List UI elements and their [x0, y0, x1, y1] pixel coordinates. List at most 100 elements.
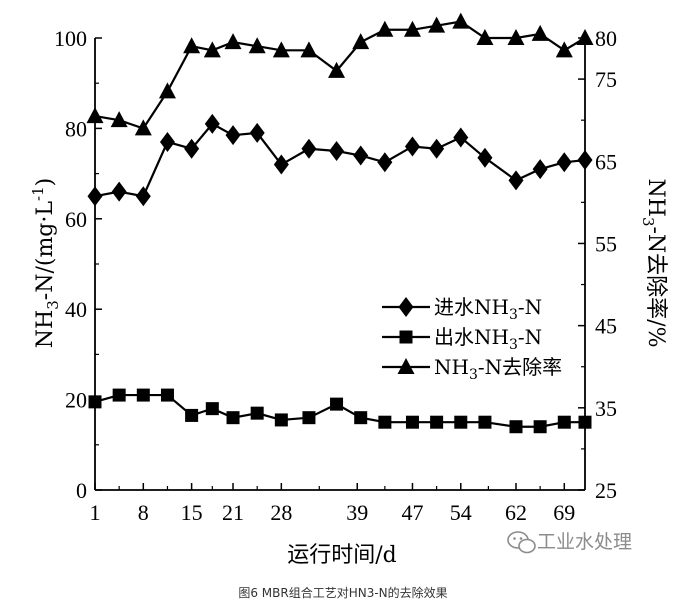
y-left-tick-label: 0	[76, 478, 87, 503]
legend-label: NH3-N去除率	[434, 355, 562, 383]
x-tick-label: 21	[222, 500, 244, 525]
data-point-diamond	[204, 113, 220, 134]
legend-label: 出水NH3-N	[434, 325, 542, 353]
data-point-diamond	[273, 154, 289, 175]
data-point-diamond	[225, 125, 241, 146]
data-point-diamond	[249, 122, 265, 143]
data-point-square	[478, 415, 492, 429]
data-point-square	[250, 406, 264, 420]
data-point-square	[226, 411, 240, 425]
y-right-tick-label: 35	[595, 396, 617, 421]
data-point-diamond	[135, 186, 151, 207]
y-left-tick-label: 100	[54, 26, 87, 51]
data-point-square	[354, 411, 368, 425]
x-tick-label: 28	[270, 500, 292, 525]
y-axis-left-title: NH3-N/(mg·L-1)	[29, 178, 62, 348]
data-point-triangle	[352, 33, 370, 50]
x-tick-label: 8	[138, 500, 149, 525]
data-point-square	[430, 415, 444, 429]
y-right-tick-label: 75	[595, 67, 617, 92]
data-point-triangle	[203, 41, 221, 58]
data-point-square	[509, 420, 523, 434]
data-point-triangle	[224, 33, 242, 50]
series-square	[88, 388, 592, 434]
data-point-triangle	[555, 41, 573, 58]
watermark-text: 工业水处理	[537, 531, 632, 553]
data-point-triangle	[376, 20, 394, 37]
y-left-tick-label: 80	[65, 116, 87, 141]
data-point-diamond	[301, 138, 317, 159]
data-point-square	[405, 415, 419, 429]
data-point-diamond	[556, 152, 572, 173]
y-right-tick-label: 25	[595, 478, 617, 503]
data-point-square	[533, 420, 547, 434]
y-left-tick-label: 40	[65, 297, 87, 322]
y-left-tick-label: 60	[65, 207, 87, 232]
data-point-diamond	[159, 131, 175, 152]
data-point-diamond	[477, 147, 493, 168]
data-point-diamond	[329, 141, 345, 161]
y-axis-right-title: NH3-N去除率/%	[639, 179, 668, 348]
data-point-diamond	[87, 186, 103, 207]
data-point-triangle	[248, 37, 266, 54]
data-point-triangle	[134, 119, 152, 136]
data-point-square	[302, 411, 316, 425]
legend-entry: 出水NH3-N	[382, 325, 542, 353]
y-right-tick-label: 65	[595, 149, 617, 174]
data-point-diamond	[453, 127, 469, 148]
x-tick-label: 54	[450, 500, 472, 525]
data-point-square	[160, 388, 174, 402]
legend-marker-diamond	[398, 297, 414, 317]
data-point-triangle	[328, 61, 346, 78]
data-point-triangle	[183, 37, 201, 54]
legend-marker-triangle	[397, 358, 415, 374]
data-point-diamond	[532, 159, 548, 180]
data-point-diamond	[353, 145, 369, 166]
x-tick-label: 15	[181, 500, 203, 525]
x-tick-label: 1	[90, 500, 101, 525]
data-point-diamond	[508, 170, 524, 191]
data-point-triangle	[86, 107, 104, 124]
data-point-square	[205, 402, 219, 416]
legend-entry: 进水NH3-N	[382, 295, 542, 323]
series-diamond	[87, 113, 593, 207]
data-point-square	[185, 408, 199, 422]
data-point-triangle	[531, 24, 549, 41]
data-point-diamond	[404, 136, 420, 157]
figure-caption: 图6 MBR组合工艺对HN3-N的去除效果	[238, 585, 447, 600]
series-triangle	[86, 12, 594, 136]
data-point-square	[557, 415, 571, 429]
data-point-triangle	[428, 16, 446, 33]
data-point-diamond	[377, 152, 393, 173]
data-point-triangle	[403, 20, 421, 37]
data-point-square	[454, 415, 468, 429]
watermark: 工业水处理	[507, 531, 632, 554]
data-point-square	[330, 397, 344, 411]
x-tick-label: 39	[346, 500, 368, 525]
y-right-tick-label: 45	[595, 314, 617, 339]
x-tick-label: 69	[553, 500, 575, 525]
wechat-icon	[507, 531, 536, 554]
y-left-tick-label: 20	[65, 388, 87, 413]
data-point-square	[136, 388, 150, 402]
data-point-square	[274, 413, 288, 427]
series	[86, 12, 594, 434]
data-point-square	[578, 415, 592, 429]
x-tick-label: 47	[401, 500, 423, 525]
data-point-triangle	[452, 12, 470, 29]
ticks: 1 8 15 21 28 39 47 54 62 69 0 20 40 60 80 100 25 35 45 55 65…	[54, 26, 617, 525]
data-point-square	[88, 395, 102, 409]
data-point-triangle	[576, 29, 594, 45]
y-right-tick-label: 80	[595, 26, 617, 51]
x-axis-title: 运行时间/d	[287, 543, 397, 568]
data-point-triangle	[110, 111, 128, 128]
y-right-tick-label: 55	[595, 231, 617, 256]
data-point-square	[112, 388, 126, 402]
data-point-diamond	[429, 138, 445, 159]
data-point-triangle	[158, 82, 176, 99]
data-point-triangle	[476, 29, 494, 45]
data-point-diamond	[577, 150, 593, 171]
data-point-square	[378, 415, 392, 429]
